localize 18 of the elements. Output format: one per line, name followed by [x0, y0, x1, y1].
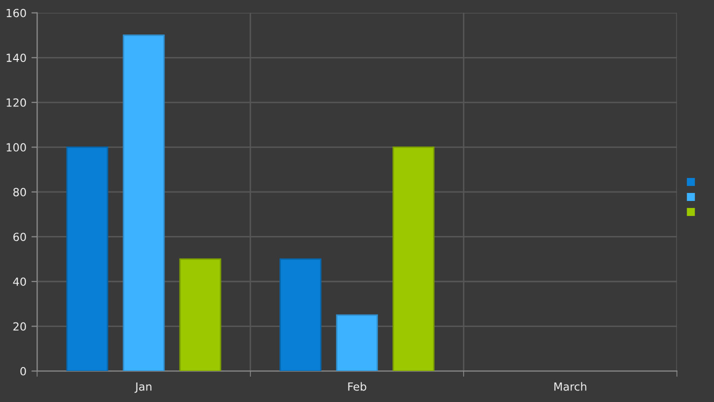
bar	[66, 146, 108, 372]
y-tick-label: 40	[13, 277, 26, 286]
y-tick-label: 60	[13, 232, 26, 242]
x-tick-label: Feb	[348, 382, 366, 391]
x-tick-label: Jan	[134, 382, 152, 393]
x-tick-label: March	[554, 382, 586, 391]
bar	[280, 258, 322, 372]
y-tick-label: 0	[20, 367, 26, 376]
bar	[336, 314, 378, 372]
y-tick-label: 100	[6, 143, 26, 152]
bar	[179, 258, 222, 372]
y-tick-label: 120	[6, 98, 26, 107]
bar	[122, 34, 165, 372]
y-tick-label: 160	[6, 8, 26, 18]
bar	[392, 146, 434, 372]
y-tick-label: 140	[6, 54, 26, 62]
y-tick-label: 20	[13, 322, 26, 331]
y-tick-label: 80	[13, 188, 26, 196]
